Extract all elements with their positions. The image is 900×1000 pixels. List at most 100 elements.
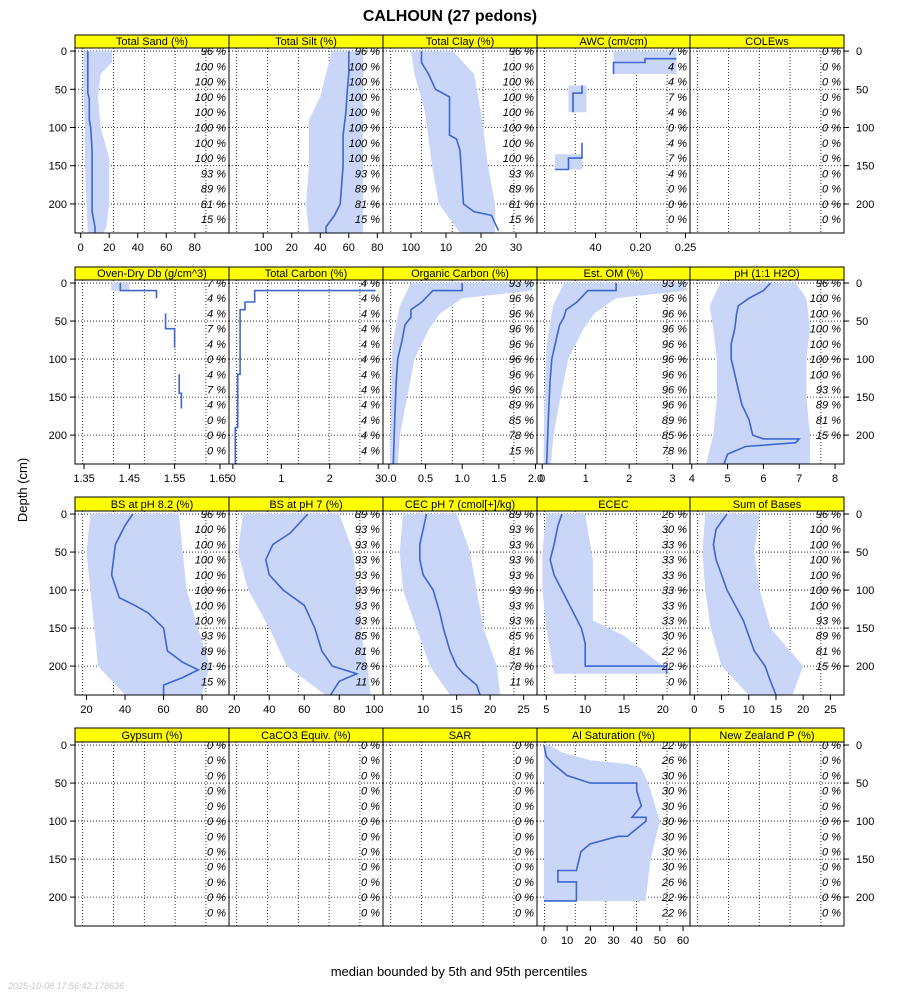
percent-label: 89 % bbox=[355, 509, 380, 521]
percent-label: 11 % bbox=[510, 676, 534, 688]
panel-strip-label: Est. OM (%) bbox=[584, 268, 644, 280]
percent-label: 15 % bbox=[816, 661, 841, 673]
percent-label: 0 % bbox=[207, 907, 226, 919]
y-tick-label-right: 150 bbox=[856, 854, 874, 866]
x-tick-label: 0.20 bbox=[630, 242, 651, 254]
percent-label: 100 % bbox=[349, 77, 380, 89]
percentile-band bbox=[306, 51, 363, 233]
percent-label: 0 % bbox=[207, 415, 226, 427]
percent-label: 15 % bbox=[201, 214, 226, 226]
percentile-band bbox=[399, 514, 501, 695]
x-tick-label: 40 bbox=[263, 704, 275, 716]
percent-label: 4 % bbox=[361, 293, 380, 305]
y-tick-label-right: 150 bbox=[856, 623, 874, 635]
panel-grid-lines bbox=[229, 742, 383, 926]
x-tick-label: 40 bbox=[314, 242, 326, 254]
percent-label: 7 % bbox=[207, 384, 226, 396]
percent-label: 100 % bbox=[349, 92, 380, 104]
percent-label: 0 % bbox=[822, 892, 841, 904]
x-tick-label: 10 bbox=[440, 242, 452, 254]
panel-grid-lines bbox=[229, 280, 383, 464]
x-tick-label: 5 bbox=[718, 704, 724, 716]
percent-label: 85 % bbox=[509, 415, 534, 427]
percent-label: 96 % bbox=[509, 354, 534, 366]
x-tick-label: 10 bbox=[561, 935, 573, 947]
percent-label: 93 % bbox=[201, 168, 226, 180]
percent-label: 15 % bbox=[201, 676, 226, 688]
percent-label: 0 % bbox=[207, 770, 226, 782]
percent-label: 96 % bbox=[816, 278, 841, 290]
x-tick-label: 0 bbox=[230, 473, 236, 485]
percent-label: 93 % bbox=[201, 631, 226, 643]
panel-frame bbox=[689, 510, 845, 696]
percent-label: 22 % bbox=[661, 892, 687, 904]
percent-label: 4 % bbox=[207, 308, 226, 320]
y-tick-label-left: 150 bbox=[49, 392, 67, 404]
x-tick-label: 50 bbox=[654, 935, 666, 947]
percent-label: 93 % bbox=[509, 555, 534, 567]
percent-label: 0 % bbox=[822, 877, 841, 889]
median-line bbox=[110, 513, 201, 695]
percent-label: 4 % bbox=[668, 107, 687, 119]
panel-strip-label: SAR bbox=[449, 730, 472, 742]
x-tick-label: 2.0 bbox=[528, 473, 543, 485]
y-tick-label-right: 200 bbox=[856, 892, 874, 904]
percent-label: 26 % bbox=[661, 755, 687, 767]
percent-label: 78 % bbox=[662, 445, 687, 457]
percent-label: 4 % bbox=[207, 400, 226, 412]
x-tick-label: 20 bbox=[584, 935, 596, 947]
percent-label: 4 % bbox=[361, 400, 380, 412]
y-tick-label-left: 0 bbox=[61, 278, 67, 290]
panel-frame bbox=[689, 279, 845, 465]
panel: Sum of Bases 96 % 100 % 100 % 100 % 100 % 100 … bbox=[689, 496, 845, 716]
panel-strip-label: AWC (cm/cm) bbox=[579, 36, 647, 48]
percent-label: 4 % bbox=[361, 430, 380, 442]
y-tick-label-left: 200 bbox=[49, 199, 67, 211]
percent-label: 7 % bbox=[207, 324, 226, 336]
percent-label: 89 % bbox=[201, 646, 226, 658]
percent-label: 100 % bbox=[810, 324, 841, 336]
x-tick-label: 30 bbox=[607, 935, 619, 947]
x-tick-label: 0.5 bbox=[418, 473, 433, 485]
percent-label: 78 % bbox=[355, 661, 380, 673]
percent-label: 93 % bbox=[355, 539, 380, 551]
y-tick-label-right: 0 bbox=[856, 46, 862, 58]
percent-label: 15 % bbox=[355, 214, 380, 226]
x-tick-label: 20 bbox=[484, 704, 496, 716]
percent-label: 100 % bbox=[810, 308, 841, 320]
panel-strip-label: Total Silt (%) bbox=[275, 36, 337, 48]
percent-label: 26 % bbox=[661, 509, 687, 521]
percent-label: 89 % bbox=[509, 509, 534, 521]
percent-label: 93 % bbox=[662, 278, 687, 290]
percent-label: 0 % bbox=[822, 92, 841, 104]
panel-strip-label: ECEC bbox=[598, 499, 629, 511]
percent-label: 100 % bbox=[503, 123, 534, 135]
y-tick-label-left: 0 bbox=[61, 46, 67, 58]
x-tick-label: 10 bbox=[743, 704, 755, 716]
percent-label: 4 % bbox=[361, 278, 380, 290]
median-line bbox=[612, 57, 677, 74]
percent-label: 0 % bbox=[822, 816, 841, 828]
x-tick-label: 10 bbox=[579, 704, 591, 716]
percent-label: 96 % bbox=[662, 339, 687, 351]
percent-label: 100 % bbox=[195, 585, 226, 597]
percent-label: 0 % bbox=[822, 740, 841, 752]
x-tick-label: 15 bbox=[451, 704, 463, 716]
percent-label: 0 % bbox=[515, 862, 534, 874]
percent-label: 93 % bbox=[509, 539, 534, 551]
percent-label: 4 % bbox=[361, 445, 380, 457]
percent-label: 15 % bbox=[509, 214, 534, 226]
panel: New Zealand P (%) 0 % 0 % 0 % 0 % 0 % 0 % 0 % 0 … bbox=[689, 727, 845, 927]
percent-label: 93 % bbox=[509, 524, 534, 536]
x-tick-label: 15 bbox=[618, 704, 630, 716]
percentile-band bbox=[702, 514, 804, 695]
percent-label: 93 % bbox=[355, 524, 380, 536]
median-line bbox=[264, 513, 360, 696]
panel-grid-lines bbox=[537, 48, 690, 233]
x-tick-label: 20 bbox=[475, 242, 487, 254]
panel: pH (1:1 H2O) 96 % 100 % 100 % 100 % 100 % 100 … bbox=[689, 266, 845, 485]
x-tick-label: 20 bbox=[228, 704, 240, 716]
percent-label: 0 % bbox=[515, 877, 534, 889]
median-line bbox=[543, 744, 647, 902]
